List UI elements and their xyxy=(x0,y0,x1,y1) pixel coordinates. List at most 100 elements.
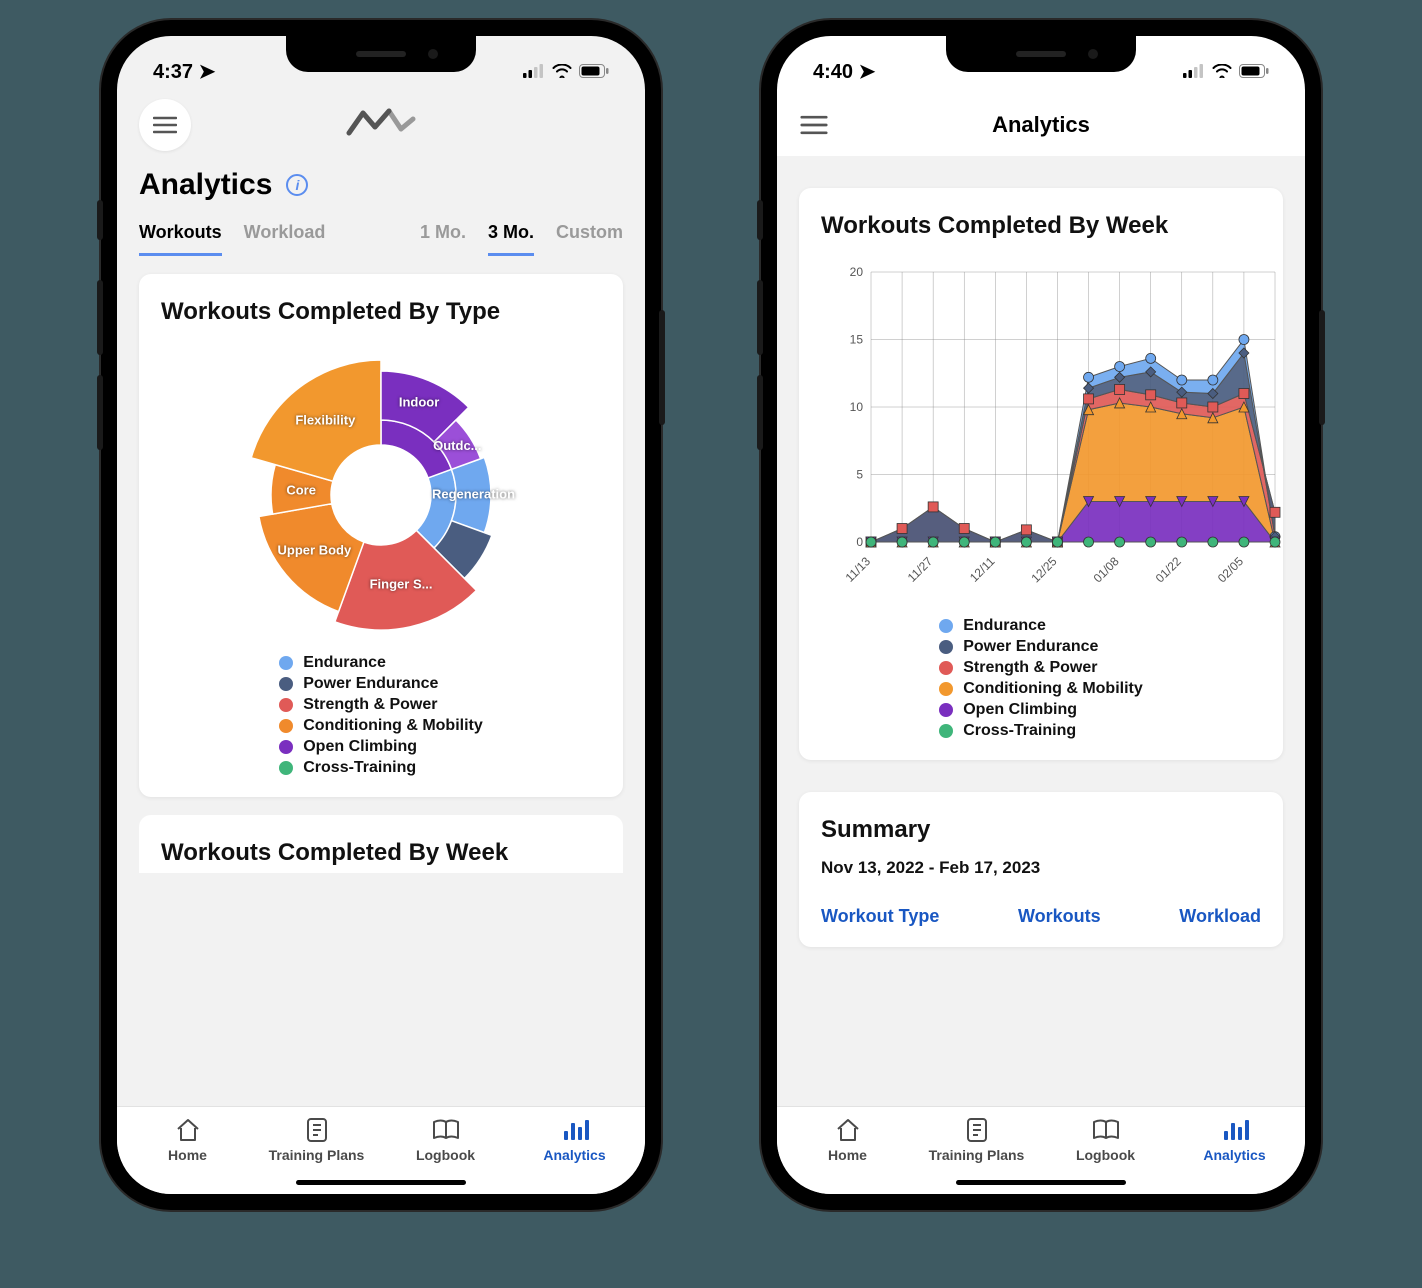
location-icon: ➤ xyxy=(199,61,216,83)
card-title: Workouts Completed By Week xyxy=(821,212,1261,240)
phone-frame-left: 4:37 ➤ Analytics i Workouts xyxy=(101,20,661,1210)
x-tick-label: 12/25 xyxy=(1028,554,1059,585)
nav-item-analytics[interactable]: Analytics xyxy=(1170,1117,1299,1163)
legend-item[interactable]: Endurance xyxy=(939,617,1046,635)
notch xyxy=(286,36,476,72)
x-tick-label: 02/05 xyxy=(1215,554,1246,585)
signal-icon xyxy=(523,64,545,78)
chart-legend: Endurance Power Endurance Strength & Power… xyxy=(279,654,483,777)
logbook-icon xyxy=(431,1117,461,1143)
legend-item[interactable]: Open Climbing xyxy=(279,738,417,756)
legend-item[interactable]: Strength & Power xyxy=(279,696,437,714)
page-title: Analytics xyxy=(139,168,272,202)
app-header: Analytics xyxy=(777,92,1305,156)
nav-item-home[interactable]: Home xyxy=(123,1117,252,1163)
nav-item-analytics[interactable]: Analytics xyxy=(510,1117,639,1163)
pie-slice-label: Upper Body xyxy=(278,542,352,557)
legend-dot xyxy=(939,703,953,717)
card-workouts-by-week: Workouts Completed By Week 0510152011/13… xyxy=(799,188,1283,760)
y-tick-label: 15 xyxy=(850,333,864,347)
legend-dot xyxy=(279,677,293,691)
pie-slice-label: Finger S... xyxy=(370,577,433,592)
tab-3mo[interactable]: 3 Mo. xyxy=(488,222,534,256)
x-tick-label: 11/13 xyxy=(843,554,874,585)
nav-item-home[interactable]: Home xyxy=(783,1117,912,1163)
card-workouts-by-type: Workouts Completed By Type Regeneration F… xyxy=(139,274,623,797)
legend-label: Open Climbing xyxy=(963,701,1077,719)
legend-item[interactable]: Conditioning & Mobility xyxy=(939,680,1143,698)
legend-dot xyxy=(939,640,953,654)
nav-label: Logbook xyxy=(416,1147,475,1163)
home-indicator[interactable] xyxy=(296,1180,466,1185)
legend-item[interactable]: Conditioning & Mobility xyxy=(279,717,483,735)
tab-workload[interactable]: Workload xyxy=(244,222,326,256)
sunburst-chart: RegenerationFinger S...Upper BodyCoreFle… xyxy=(231,350,531,640)
col-workload[interactable]: Workload xyxy=(1179,906,1261,927)
logbook-icon xyxy=(1091,1117,1121,1143)
tab-1mo[interactable]: 1 Mo. xyxy=(420,222,466,256)
home-icon xyxy=(833,1117,863,1143)
nav-item-logbook[interactable]: Logbook xyxy=(381,1117,510,1163)
card-title: Workouts Completed By Type xyxy=(161,298,601,326)
nav-label: Training Plans xyxy=(269,1147,365,1163)
wifi-icon xyxy=(1212,64,1232,78)
legend-dot xyxy=(279,698,293,712)
app-logo-icon xyxy=(345,105,417,145)
nav-label: Home xyxy=(168,1147,207,1163)
plans-icon xyxy=(962,1117,992,1143)
tabs-row: Workouts Workload 1 Mo. 3 Mo. Custom xyxy=(117,212,645,256)
card-workouts-by-week-peek: Workouts Completed By Week xyxy=(139,815,623,873)
legend-label: Cross-Training xyxy=(963,722,1076,740)
col-workouts[interactable]: Workouts xyxy=(1018,906,1101,927)
col-workout-type[interactable]: Workout Type xyxy=(821,906,939,927)
x-tick-label: 01/08 xyxy=(1091,554,1122,585)
summary-columns: Workout Type Workouts Workload xyxy=(821,906,1261,927)
x-tick-label: 12/11 xyxy=(967,554,998,585)
status-time: 4:40 ➤ xyxy=(813,59,875,84)
notch xyxy=(946,36,1136,72)
nav-item-plans[interactable]: Training Plans xyxy=(252,1117,381,1163)
legend-dot xyxy=(939,619,953,633)
pie-slice-label: Indoor xyxy=(399,395,439,410)
info-icon[interactable]: i xyxy=(286,174,308,196)
legend-dot xyxy=(279,740,293,754)
legend-item[interactable]: Cross-Training xyxy=(279,759,416,777)
summary-title: Summary xyxy=(821,816,1261,844)
chart-legend: Endurance Power Endurance Strength & Power… xyxy=(939,617,1143,740)
tab-workouts[interactable]: Workouts xyxy=(139,222,222,256)
home-icon xyxy=(173,1117,203,1143)
legend-item[interactable]: Power Endurance xyxy=(939,638,1098,656)
tab-custom[interactable]: Custom xyxy=(556,222,623,256)
phone-screen-left: 4:37 ➤ Analytics i Workouts xyxy=(117,36,645,1194)
legend-dot xyxy=(939,724,953,738)
menu-button[interactable] xyxy=(139,99,191,151)
legend-dot xyxy=(939,682,953,696)
nav-item-logbook[interactable]: Logbook xyxy=(1041,1117,1170,1163)
legend-item[interactable]: Strength & Power xyxy=(939,659,1097,677)
phone-screen-right: 4:40 ➤ Analytics Workouts Completed By W… xyxy=(777,36,1305,1194)
legend-item[interactable]: Open Climbing xyxy=(939,701,1077,719)
nav-item-plans[interactable]: Training Plans xyxy=(912,1117,1041,1163)
x-tick-label: 01/22 xyxy=(1153,554,1184,585)
status-time: 4:37 ➤ xyxy=(153,59,215,84)
location-icon: ➤ xyxy=(859,61,876,83)
nav-label: Home xyxy=(828,1147,867,1163)
legend-dot xyxy=(939,661,953,675)
legend-label: Conditioning & Mobility xyxy=(303,717,483,735)
header-title: Analytics xyxy=(777,112,1305,138)
legend-item[interactable]: Endurance xyxy=(279,654,386,672)
app-header xyxy=(117,92,645,156)
pie-slice-label: Regeneration xyxy=(432,486,515,501)
battery-icon xyxy=(1239,64,1269,78)
legend-item[interactable]: Power Endurance xyxy=(279,675,438,693)
menu-icon xyxy=(153,116,177,134)
home-indicator[interactable] xyxy=(956,1180,1126,1185)
legend-item[interactable]: Cross-Training xyxy=(939,722,1076,740)
phone-frame-right: 4:40 ➤ Analytics Workouts Completed By W… xyxy=(761,20,1321,1210)
stacked-area-chart: 0510152011/1311/2712/1112/2501/0801/2202… xyxy=(825,262,1285,592)
y-tick-label: 20 xyxy=(850,265,864,279)
legend-label: Power Endurance xyxy=(303,675,438,693)
summary-date-range: Nov 13, 2022 - Feb 17, 2023 xyxy=(821,858,1261,878)
card-summary: Summary Nov 13, 2022 - Feb 17, 2023 Work… xyxy=(799,792,1283,947)
legend-label: Strength & Power xyxy=(303,696,437,714)
